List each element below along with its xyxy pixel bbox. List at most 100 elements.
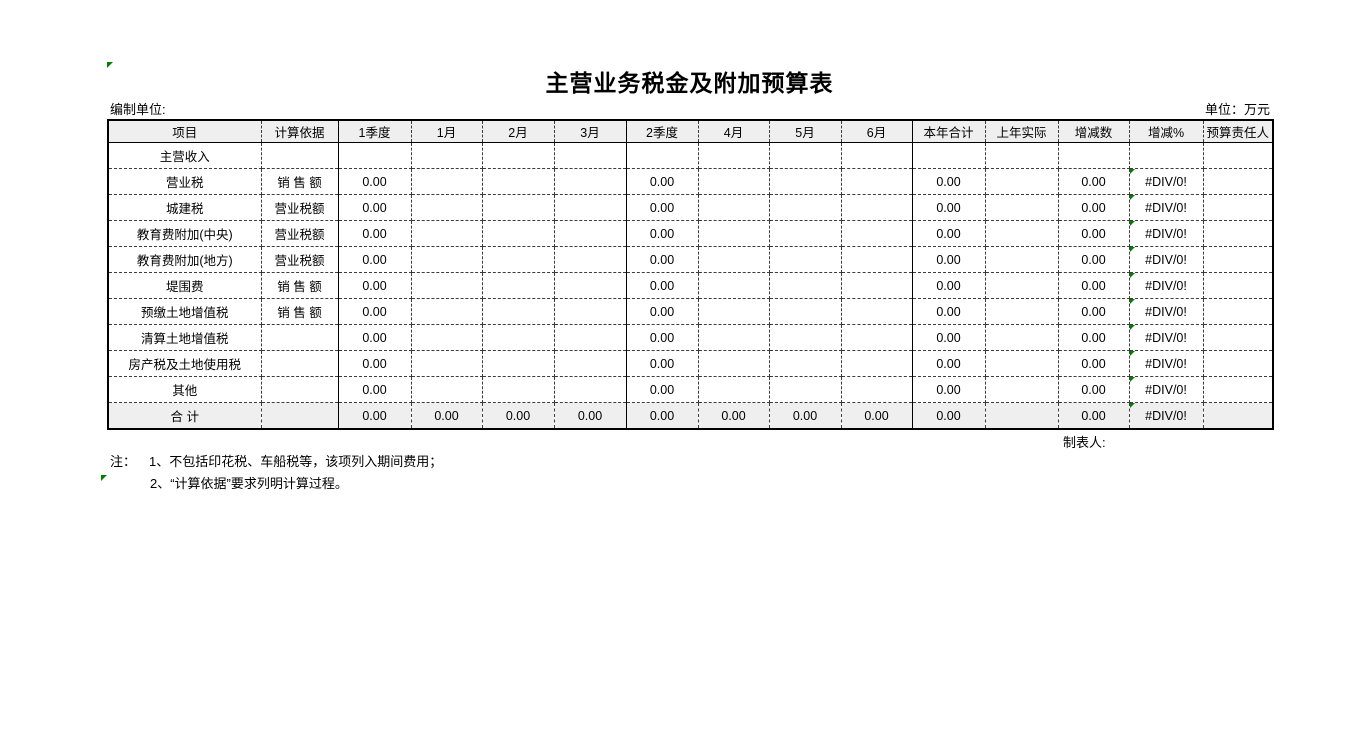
cell[interactable] xyxy=(411,220,483,247)
cell[interactable] xyxy=(626,142,699,169)
cell[interactable] xyxy=(482,324,555,351)
cell[interactable]: 0.00 xyxy=(626,220,699,247)
cell[interactable]: 0.00 xyxy=(1058,194,1130,221)
cell[interactable] xyxy=(411,246,483,273)
cell[interactable]: 0.00 xyxy=(338,324,412,351)
cell[interactable]: #DIV/0! xyxy=(1129,376,1204,403)
cell[interactable] xyxy=(841,350,913,377)
cell[interactable]: 0.00 xyxy=(912,246,986,273)
cell[interactable]: #DIV/0! xyxy=(1129,246,1204,273)
cell[interactable] xyxy=(411,142,483,169)
cell[interactable] xyxy=(554,142,627,169)
cell[interactable] xyxy=(698,194,770,221)
cell[interactable]: 教育费附加(中央) xyxy=(108,220,262,247)
cell[interactable] xyxy=(985,298,1059,325)
cell[interactable]: 0.00 xyxy=(912,376,986,403)
cell[interactable]: 0.00 xyxy=(1058,272,1130,299)
cell[interactable]: 预缴土地增值税 xyxy=(108,298,262,325)
cell[interactable]: #DIV/0! xyxy=(1129,324,1204,351)
cell[interactable] xyxy=(482,142,555,169)
cell[interactable]: 0.00 xyxy=(338,220,412,247)
cell[interactable]: 0.00 xyxy=(1058,168,1130,195)
cell[interactable] xyxy=(985,246,1059,273)
cell[interactable]: #DIV/0! xyxy=(1129,402,1204,429)
cell[interactable] xyxy=(482,376,555,403)
cell[interactable]: 营业税额 xyxy=(261,246,339,273)
header-cell[interactable]: 增减% xyxy=(1129,120,1204,143)
cell[interactable] xyxy=(698,168,770,195)
cell[interactable] xyxy=(411,350,483,377)
cell[interactable] xyxy=(482,246,555,273)
cell[interactable]: 堤围费 xyxy=(108,272,262,299)
header-cell[interactable]: 项目 xyxy=(108,120,262,143)
cell[interactable] xyxy=(411,194,483,221)
cell[interactable] xyxy=(985,376,1059,403)
cell[interactable]: 0.00 xyxy=(338,402,412,429)
cell[interactable] xyxy=(554,324,627,351)
header-cell[interactable]: 2季度 xyxy=(626,120,699,143)
cell[interactable] xyxy=(769,324,842,351)
cell[interactable]: 0.00 xyxy=(912,324,986,351)
cell[interactable]: 0.00 xyxy=(482,402,555,429)
cell[interactable] xyxy=(985,402,1059,429)
cell[interactable] xyxy=(554,298,627,325)
header-cell[interactable]: 本年合计 xyxy=(912,120,986,143)
cell[interactable]: 0.00 xyxy=(554,402,627,429)
cell[interactable] xyxy=(261,142,339,169)
cell[interactable] xyxy=(1203,246,1273,273)
cell[interactable]: 0.00 xyxy=(912,168,986,195)
header-cell[interactable]: 预算责任人 xyxy=(1203,120,1273,143)
cell[interactable]: 0.00 xyxy=(626,272,699,299)
cell[interactable]: #DIV/0! xyxy=(1129,168,1204,195)
cell[interactable] xyxy=(698,350,770,377)
header-cell[interactable]: 计算依据 xyxy=(261,120,339,143)
cell[interactable] xyxy=(769,272,842,299)
cell[interactable]: #DIV/0! xyxy=(1129,350,1204,377)
cell[interactable] xyxy=(411,376,483,403)
cell[interactable] xyxy=(769,376,842,403)
cell[interactable] xyxy=(554,168,627,195)
cell[interactable] xyxy=(1203,298,1273,325)
cell[interactable]: 营业税额 xyxy=(261,194,339,221)
cell[interactable] xyxy=(769,220,842,247)
cell[interactable] xyxy=(411,324,483,351)
cell[interactable]: 0.00 xyxy=(338,350,412,377)
cell[interactable]: 0.00 xyxy=(841,402,913,429)
cell[interactable]: #DIV/0! xyxy=(1129,220,1204,247)
cell[interactable] xyxy=(841,142,913,169)
cell[interactable] xyxy=(411,168,483,195)
cell[interactable]: 营业税 xyxy=(108,168,262,195)
header-cell[interactable]: 5月 xyxy=(769,120,842,143)
cell[interactable]: 0.00 xyxy=(1058,298,1130,325)
cell[interactable]: 0.00 xyxy=(769,402,842,429)
cell[interactable] xyxy=(554,376,627,403)
header-cell[interactable]: 上年实际 xyxy=(985,120,1059,143)
cell[interactable] xyxy=(482,168,555,195)
cell[interactable] xyxy=(769,168,842,195)
cell[interactable]: 城建税 xyxy=(108,194,262,221)
cell[interactable] xyxy=(698,298,770,325)
cell[interactable]: 0.00 xyxy=(912,194,986,221)
cell[interactable]: 0.00 xyxy=(626,350,699,377)
cell[interactable]: 其他 xyxy=(108,376,262,403)
cell[interactable]: #DIV/0! xyxy=(1129,298,1204,325)
cell[interactable] xyxy=(554,246,627,273)
header-cell[interactable]: 1月 xyxy=(411,120,483,143)
cell[interactable] xyxy=(261,324,339,351)
cell[interactable] xyxy=(1203,194,1273,221)
cell[interactable] xyxy=(554,220,627,247)
cell[interactable]: 0.00 xyxy=(912,402,986,429)
cell[interactable]: 0.00 xyxy=(912,350,986,377)
cell[interactable]: 0.00 xyxy=(1058,376,1130,403)
cell[interactable] xyxy=(985,220,1059,247)
cell[interactable] xyxy=(482,298,555,325)
cell[interactable]: 0.00 xyxy=(338,246,412,273)
cell[interactable] xyxy=(769,350,842,377)
cell[interactable] xyxy=(1203,402,1273,429)
cell[interactable] xyxy=(769,194,842,221)
cell[interactable] xyxy=(841,298,913,325)
cell[interactable] xyxy=(338,142,412,169)
cell[interactable] xyxy=(261,350,339,377)
cell[interactable]: 0.00 xyxy=(1058,350,1130,377)
cell[interactable]: 0.00 xyxy=(912,220,986,247)
